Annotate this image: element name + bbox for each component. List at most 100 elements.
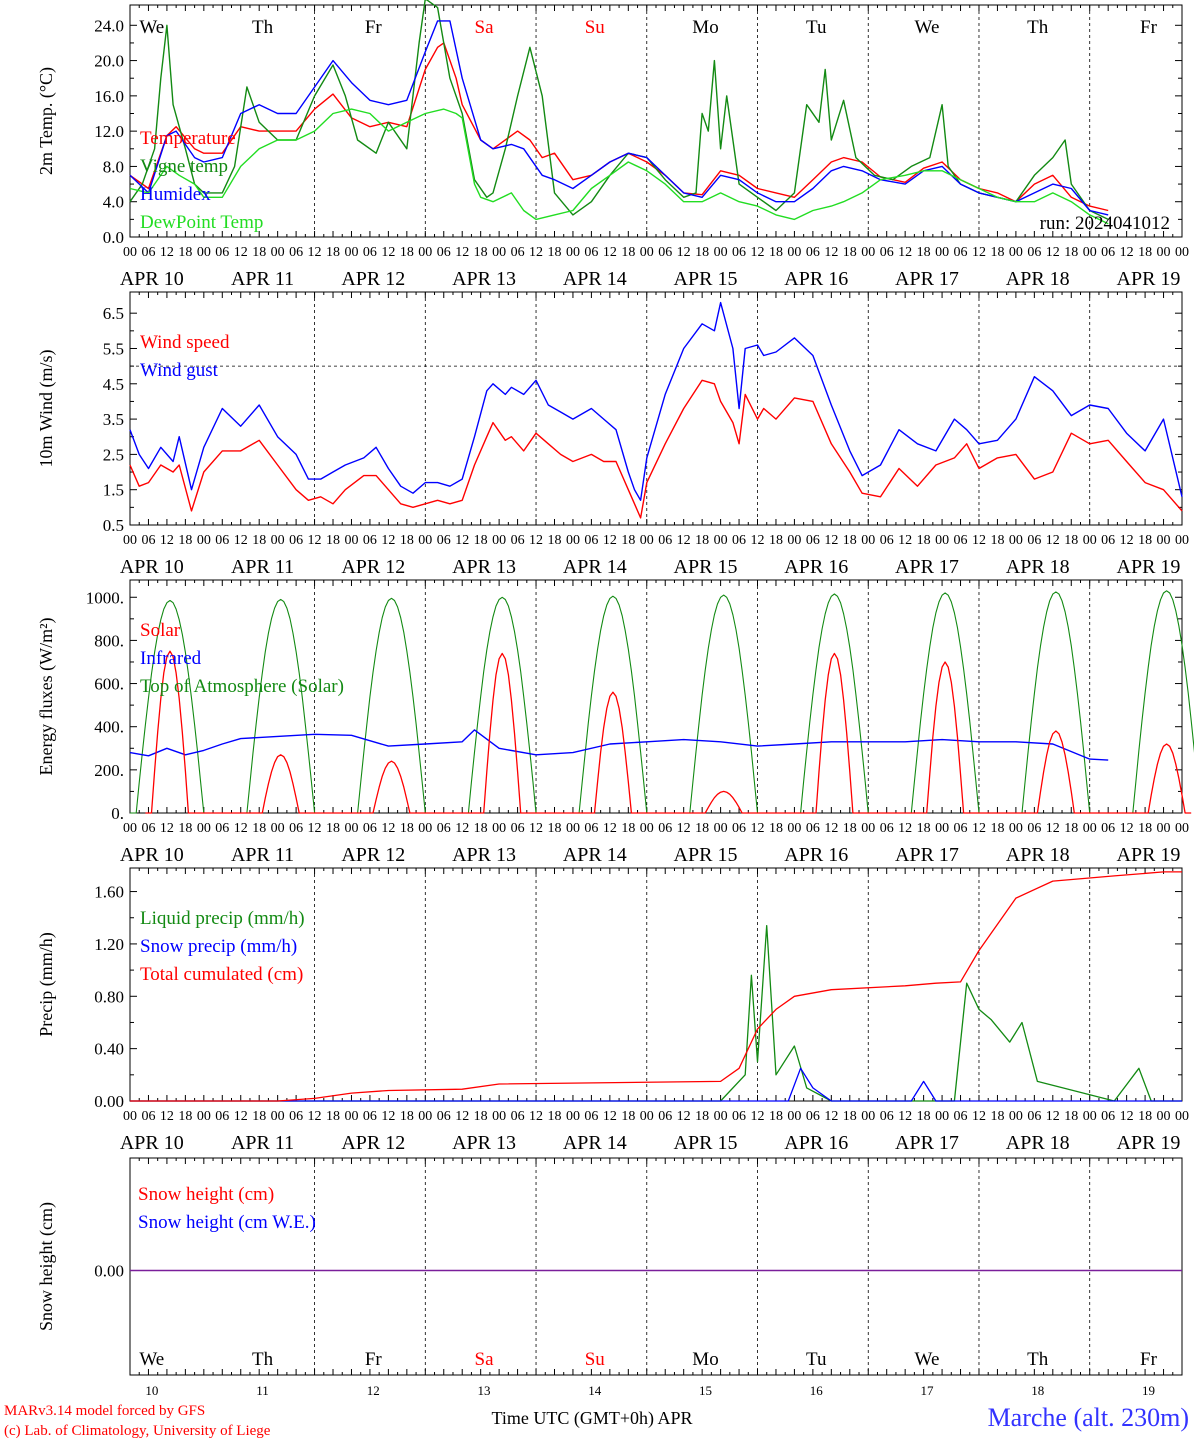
series-total-cumulated-cm	[130, 871, 1182, 1102]
hour-tick-label: 12	[972, 821, 986, 836]
date-label: APR 17	[895, 268, 959, 290]
day-number-label: 14	[588, 1383, 602, 1398]
hour-tick-label: 00	[1083, 1109, 1097, 1124]
hour-tick-label: 06	[215, 1109, 229, 1124]
hour-tick-label: 18	[178, 821, 192, 836]
weekday-label: Fr	[1140, 1349, 1158, 1370]
hour-tick-label: 18	[252, 821, 266, 836]
hour-tick-label: 00	[197, 821, 211, 836]
hour-tick-label: 06	[880, 245, 894, 260]
y-tick-label: 8.0	[103, 157, 124, 176]
day-number-label: 13	[478, 1383, 491, 1398]
hour-tick-label: 00	[418, 533, 432, 548]
hour-tick-label: 18	[990, 821, 1004, 836]
hour-tick-label: 00	[1009, 821, 1023, 836]
hour-tick-label: 12	[751, 245, 765, 260]
hour-tick-label: 06	[363, 1109, 377, 1124]
y-tick-label: 400.	[94, 718, 124, 737]
hour-tick-label: 06	[437, 821, 451, 836]
date-label: APR 13	[452, 556, 516, 578]
hour-tick-label: 18	[621, 533, 635, 548]
hour-tick-label: 06	[658, 533, 672, 548]
hour-tick-label: 00	[861, 821, 875, 836]
weekday-label: Th	[252, 1349, 274, 1370]
series-top-of-atmosphere-solar	[130, 590, 1194, 814]
hour-tick-label: 06	[1027, 533, 1041, 548]
hour-tick-label: 00	[271, 245, 285, 260]
hour-tick-label: 12	[1046, 1109, 1060, 1124]
hour-tick-label: 12	[751, 1109, 765, 1124]
hour-tick-label: 06	[806, 245, 820, 260]
date-label: APR 10	[120, 556, 184, 578]
hour-tick-label: 12	[1046, 821, 1060, 836]
y-tick-label: 1.20	[94, 935, 124, 954]
hour-tick-label: 12	[972, 245, 986, 260]
hour-tick-label: 18	[1138, 1109, 1152, 1124]
hour-tick-label: 06	[732, 821, 746, 836]
hour-tick-label: 18	[621, 245, 635, 260]
y-tick-label: 4.0	[103, 193, 124, 212]
hour-tick-label: 12	[824, 1109, 838, 1124]
panel-frame	[129, 1157, 1183, 1376]
weekday-label: Su	[585, 1349, 606, 1370]
series-solar	[145, 650, 1192, 814]
date-label: APR 16	[784, 556, 848, 578]
date-label: APR 10	[120, 1132, 184, 1154]
weekday-label: Th	[1027, 17, 1049, 38]
hour-tick-label: 06	[880, 821, 894, 836]
hour-tick-label: 00	[566, 533, 580, 548]
hour-tick-label: 12	[308, 821, 322, 836]
hour-tick-label: 06	[437, 1109, 451, 1124]
hour-tick-label: 12	[381, 821, 395, 836]
date-label: APR 15	[674, 844, 738, 866]
hour-tick-label: 18	[1138, 533, 1152, 548]
date-label: APR 12	[341, 1132, 405, 1154]
hour-tick-label: 00	[197, 1109, 211, 1124]
weekday-label: Fr	[365, 17, 383, 38]
hour-tick-label: 06	[141, 245, 155, 260]
hour-tick-label: 00	[271, 1109, 285, 1124]
hour-tick-label: 12	[972, 1109, 986, 1124]
date-label: APR 15	[674, 1132, 738, 1154]
hour-tick-label: 18	[400, 821, 414, 836]
y-tick-label: 0.5	[103, 516, 124, 535]
hour-tick-label: 06	[954, 533, 968, 548]
hour-tick-label: 12	[1120, 821, 1134, 836]
weekday-label: Th	[252, 17, 274, 38]
hour-tick-label: 12	[455, 1109, 469, 1124]
date-label: APR 19	[1117, 556, 1181, 578]
hour-tick-label: 06	[806, 821, 820, 836]
hour-tick-label: 12	[751, 821, 765, 836]
date-label: APR 11	[231, 1132, 294, 1154]
hour-tick-label: 12	[603, 245, 617, 260]
hour-tick-label: 00	[197, 533, 211, 548]
y-tick-label: 6.5	[103, 304, 124, 323]
hour-tick-label: 00	[1175, 1109, 1189, 1124]
hour-tick-label: 06	[954, 1109, 968, 1124]
run-label: run: 2024041012	[1040, 213, 1170, 234]
hour-tick-label: 12	[455, 245, 469, 260]
series-snow-precip-mm-h	[130, 1067, 1182, 1102]
hour-tick-label: 06	[880, 533, 894, 548]
hour-tick-label: 06	[437, 245, 451, 260]
hour-tick-label: 18	[252, 245, 266, 260]
hour-tick-label: 06	[141, 533, 155, 548]
hour-tick-label: 06	[289, 1109, 303, 1124]
hour-tick-label: 00	[714, 245, 728, 260]
series-vigne-temp	[129, 0, 1109, 221]
weekday-label: Fr	[1140, 17, 1158, 38]
date-label: APR 14	[563, 556, 627, 578]
hour-tick-label: 18	[400, 245, 414, 260]
day-number-label: 12	[367, 1383, 380, 1398]
hour-tick-label: 06	[215, 245, 229, 260]
date-label: APR 18	[1006, 844, 1070, 866]
hour-tick-label: 18	[990, 1109, 1004, 1124]
hour-tick-label: 06	[1027, 821, 1041, 836]
hour-tick-label: 18	[695, 821, 709, 836]
hour-tick-label: 18	[326, 533, 340, 548]
hour-tick-label: 00	[640, 533, 654, 548]
hour-tick-label: 00	[123, 821, 137, 836]
hour-tick-label: 06	[954, 245, 968, 260]
hour-tick-label: 00	[492, 533, 506, 548]
hour-tick-label: 12	[677, 821, 691, 836]
